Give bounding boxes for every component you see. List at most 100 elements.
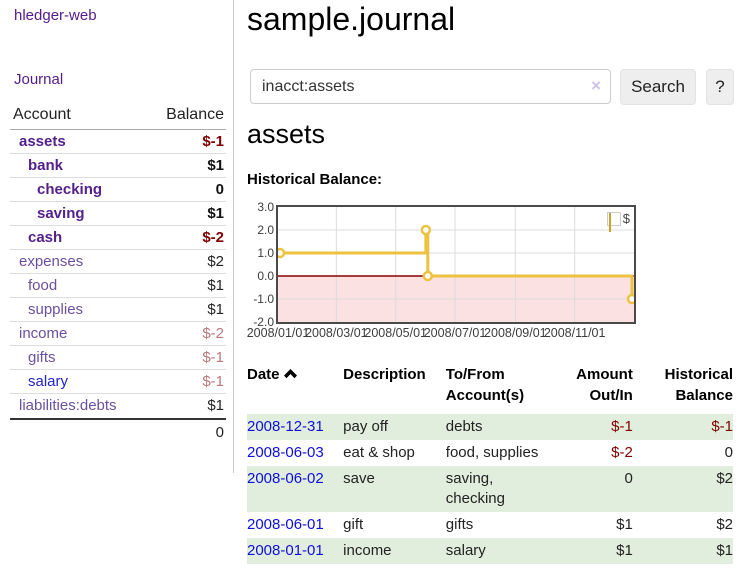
account-row: gifts $-1 <box>10 346 226 370</box>
account-row: income $-2 <box>10 322 226 346</box>
account-balance: $-2 <box>202 325 224 342</box>
register-column-header-amount: Amount Out/In <box>576 366 633 404</box>
register-column-header-tofrom: To/From Account(s) <box>445 366 525 404</box>
transaction-running-balance: $2 <box>642 466 733 512</box>
register-row: 2008-06-03 eat & shop food, supplies $-2 0 <box>247 440 733 466</box>
transaction-running-balance: $-1 <box>642 414 733 440</box>
account-row: liabilities:debts $1 <box>10 394 226 418</box>
account-balance: $1 <box>207 301 224 318</box>
transaction-running-balance: 0 <box>724 444 733 461</box>
x-axis-tick-label: 2008/11/01 <box>543 326 606 340</box>
sort-ascending-icon <box>283 369 297 379</box>
transaction-description: eat & shop <box>343 444 415 461</box>
account-heading: assets <box>247 119 326 149</box>
x-axis-tick-label: 2008/01/01 <box>246 326 310 340</box>
register-row: 2008-01-01 income salary $1 $1 <box>247 538 733 564</box>
account-row: bank $1 <box>10 154 226 178</box>
balance-column-header: Balance <box>166 106 224 123</box>
y-axis-tick-label: 1.0 <box>257 246 274 260</box>
account-link[interactable]: gifts <box>28 349 56 366</box>
transaction-accounts: gifts <box>445 516 474 533</box>
register-column-header-date[interactable]: Date <box>247 361 343 414</box>
transaction-amount: $-1 <box>576 414 643 440</box>
clear-search-icon[interactable]: × <box>591 76 601 95</box>
account-link[interactable]: liabilities:debts <box>19 397 117 414</box>
account-link[interactable]: income <box>19 325 68 342</box>
help-button[interactable]: ? <box>706 69 734 105</box>
chart-legend: $ <box>605 210 631 232</box>
account-column-header: Account <box>13 106 71 123</box>
account-row: assets $-1 <box>10 130 226 154</box>
sidebar-item-journal[interactable]: Journal <box>14 71 64 88</box>
transaction-accounts: debts <box>445 414 577 440</box>
transaction-accounts: saving, checking <box>445 466 577 512</box>
account-link[interactable]: expenses <box>19 253 84 270</box>
account-link[interactable]: cash <box>28 229 63 246</box>
account-balance: $1 <box>207 157 224 174</box>
y-axis-tick-label: 2.0 <box>257 223 274 237</box>
account-link[interactable]: supplies <box>28 301 84 318</box>
transaction-date-link[interactable]: 2008-06-02 <box>247 470 324 487</box>
search-input[interactable] <box>250 69 611 104</box>
register-row: 2008-12-31 pay off debts $-1 $-1 <box>247 414 733 440</box>
account-row: checking 0 <box>10 178 226 202</box>
transaction-description: gift <box>343 516 364 533</box>
transaction-accounts: salary <box>445 538 577 564</box>
register-table: Date Description To/From Account(s) Amount Ou… <box>247 361 733 564</box>
brand-link[interactable]: hledger-web <box>14 7 97 24</box>
y-axis-tick-label: -2.0 <box>253 315 274 329</box>
account-link[interactable]: bank <box>28 157 64 174</box>
transaction-amount: $1 <box>616 516 633 533</box>
x-axis-tick-label: 2008/03/01 <box>305 326 368 340</box>
account-link[interactable]: checking <box>37 181 103 198</box>
transaction-description: save <box>343 466 446 512</box>
sidebar-divider <box>233 0 234 473</box>
accounts-total: 0 <box>10 418 226 444</box>
transaction-description: income <box>343 538 446 564</box>
y-axis-tick-label: 3.0 <box>257 200 274 214</box>
register-row: 2008-06-01 gift gifts $1 $2 <box>247 512 733 538</box>
transaction-accounts: food, supplies <box>445 444 539 461</box>
search-button[interactable]: Search <box>620 69 696 105</box>
account-balance: $-1 <box>202 349 224 366</box>
transaction-date-link[interactable]: 2008-12-31 <box>247 418 324 435</box>
account-balance: $-2 <box>202 229 224 246</box>
account-balance: 0 <box>215 181 224 198</box>
account-row: food $1 <box>10 274 226 298</box>
x-axis-tick-label: 2008/05/01 <box>364 326 427 340</box>
page-title: sample.journal <box>247 1 456 37</box>
chart-title: Historical Balance: <box>247 171 383 188</box>
account-row: salary $-1 <box>10 370 226 394</box>
register-column-header-description: Description <box>343 366 426 383</box>
historical-balance-chart: 3.0 2.0 1.0 0.0 -1.0 -2.0 $ 2008/01/01 2008/03… <box>247 200 642 342</box>
transaction-running-balance: $2 <box>716 516 733 533</box>
y-axis-tick-label: 0.0 <box>257 269 274 283</box>
legend-label: $ <box>622 211 630 226</box>
account-balance: $2 <box>207 253 224 270</box>
register-column-header-historical: Historical Balance <box>664 366 733 404</box>
transaction-running-balance: $1 <box>642 538 733 564</box>
account-balance: $1 <box>207 397 224 414</box>
chart-plot-area: $ <box>276 205 636 324</box>
accounts-table-header: Account Balance <box>10 103 226 130</box>
account-balance: $1 <box>207 277 224 294</box>
account-link[interactable]: food <box>28 277 58 294</box>
account-row: supplies $1 <box>10 298 226 322</box>
chart-canvas <box>278 207 634 322</box>
account-link[interactable]: saving <box>37 205 85 222</box>
account-link[interactable]: assets <box>19 133 66 150</box>
account-balance: $-1 <box>202 373 224 390</box>
transaction-date-link[interactable]: 2008-06-03 <box>247 444 324 461</box>
legend-swatch-icon <box>606 211 621 232</box>
account-balance: $-1 <box>202 133 224 150</box>
x-axis-tick-label: 2008/07/01 <box>423 326 487 340</box>
transaction-date-link[interactable]: 2008-01-01 <box>247 542 324 559</box>
accounts-table: Account Balance assets $-1 bank $1 checking 0… <box>10 103 226 444</box>
account-row: saving $1 <box>10 202 226 226</box>
transaction-amount: 0 <box>576 466 643 512</box>
register-row: 2008-06-02 save saving, checking 0 $2 <box>247 466 733 512</box>
transaction-date-link[interactable]: 2008-06-01 <box>247 516 324 533</box>
account-row: cash $-2 <box>10 226 226 250</box>
transaction-description: pay off <box>343 414 446 440</box>
account-link[interactable]: salary <box>28 373 69 390</box>
